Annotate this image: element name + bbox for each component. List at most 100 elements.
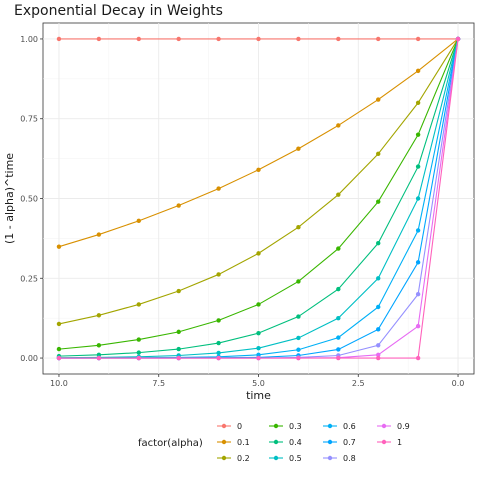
x-axis-title: time [246, 389, 271, 402]
data-point [96, 36, 102, 42]
legend-key-point [381, 423, 387, 429]
series-alpha-1 [56, 36, 461, 361]
data-point [56, 355, 62, 361]
data-point [216, 186, 221, 191]
data-point [455, 36, 461, 42]
data-point [415, 100, 421, 105]
legend-title: factor(alpha) [138, 438, 203, 449]
data-point [216, 318, 221, 323]
data-point [56, 244, 62, 249]
legend-key-point [381, 439, 387, 445]
chart-title: Exponential Decay in Weights [14, 3, 223, 19]
series-alpha-0.4 [56, 36, 461, 359]
data-point [336, 315, 341, 321]
legend-label: 1 [397, 438, 402, 447]
y-tick-label: 0.75 [20, 115, 38, 124]
legend-label: 0 [237, 422, 242, 431]
data-point [296, 355, 301, 361]
legend-label: 0.9 [397, 422, 410, 431]
legend-item: 0 [217, 422, 242, 431]
data-point [415, 292, 421, 297]
data-point [136, 350, 141, 355]
legend-item: 0.2 [217, 454, 250, 463]
data-point [56, 321, 62, 327]
legend-item: 0.7 [323, 438, 356, 447]
data-point [415, 164, 421, 169]
data-point [96, 232, 102, 237]
data-point [336, 36, 341, 42]
data-point [56, 346, 62, 352]
data-point [176, 36, 181, 42]
legend-key-point [327, 455, 333, 461]
data-point [256, 251, 261, 256]
data-point [376, 355, 381, 361]
data-point [256, 36, 261, 42]
legend-key-point [221, 439, 227, 445]
data-point [216, 36, 221, 42]
data-point [415, 228, 421, 233]
x-axis: 10.0 7.5 5.0 2.5 0.0 [50, 374, 464, 388]
data-point [376, 352, 381, 358]
data-point [336, 335, 341, 340]
legend-label: 0.6 [343, 422, 356, 431]
data-point [415, 132, 421, 137]
legend-item: 0.9 [377, 422, 410, 431]
data-point [136, 36, 141, 42]
y-axis: 0.00 0.25 0.50 0.75 1.00 [20, 35, 43, 363]
data-point [376, 276, 381, 281]
legend-item: 0.4 [269, 438, 302, 447]
data-point [216, 340, 221, 346]
data-point [415, 260, 421, 265]
series-layer [56, 36, 461, 361]
legend-key-point [273, 455, 279, 461]
data-point [376, 327, 381, 332]
data-point [296, 225, 301, 230]
data-point [336, 192, 341, 197]
plot-panel [42, 22, 475, 375]
legend-key-point [273, 423, 279, 429]
data-point [176, 288, 181, 294]
series-alpha-0.2 [56, 36, 461, 327]
y-tick-label: 0.25 [20, 274, 38, 283]
x-tick-label: 7.5 [152, 379, 165, 388]
data-point [415, 36, 421, 42]
y-tick-label: 0.00 [20, 354, 38, 363]
data-point [336, 246, 341, 251]
data-point [296, 146, 301, 151]
data-point [96, 313, 102, 318]
legend-label: 0.4 [289, 438, 302, 447]
x-tick-label: 10.0 [50, 379, 68, 388]
legend-label: 0.2 [237, 454, 250, 463]
legend: factor(alpha) 00.10.20.30.40.50.60.70.80… [138, 422, 410, 463]
data-point [296, 314, 301, 319]
legend-item: 0.8 [323, 454, 356, 463]
data-point [216, 355, 221, 361]
legend-label: 0.8 [343, 454, 356, 463]
data-point [336, 286, 341, 292]
legend-item: 0.6 [323, 422, 356, 431]
y-tick-label: 1.00 [20, 35, 38, 44]
data-point [256, 167, 261, 172]
data-point [256, 330, 261, 336]
legend-key-point [327, 423, 333, 429]
legend-key-point [273, 439, 279, 445]
data-point [216, 272, 221, 277]
data-point [136, 218, 141, 224]
legend-item: 0.1 [217, 438, 250, 447]
legend-key-point [221, 423, 227, 429]
data-point [136, 337, 141, 342]
data-point [296, 347, 301, 352]
data-point [296, 279, 301, 284]
data-point [256, 302, 261, 307]
data-point [296, 36, 301, 42]
data-point [376, 36, 381, 42]
data-point [176, 355, 181, 361]
data-point [415, 323, 421, 329]
x-tick-label: 0.0 [452, 379, 465, 388]
data-point [176, 329, 181, 335]
data-point [415, 355, 421, 361]
data-point [336, 347, 341, 352]
legend-items: 0 0.1 0.2 0.3 0.4 0.5 0.6 0.7 0.8 0.9 1 [217, 422, 410, 463]
data-point [376, 151, 381, 157]
